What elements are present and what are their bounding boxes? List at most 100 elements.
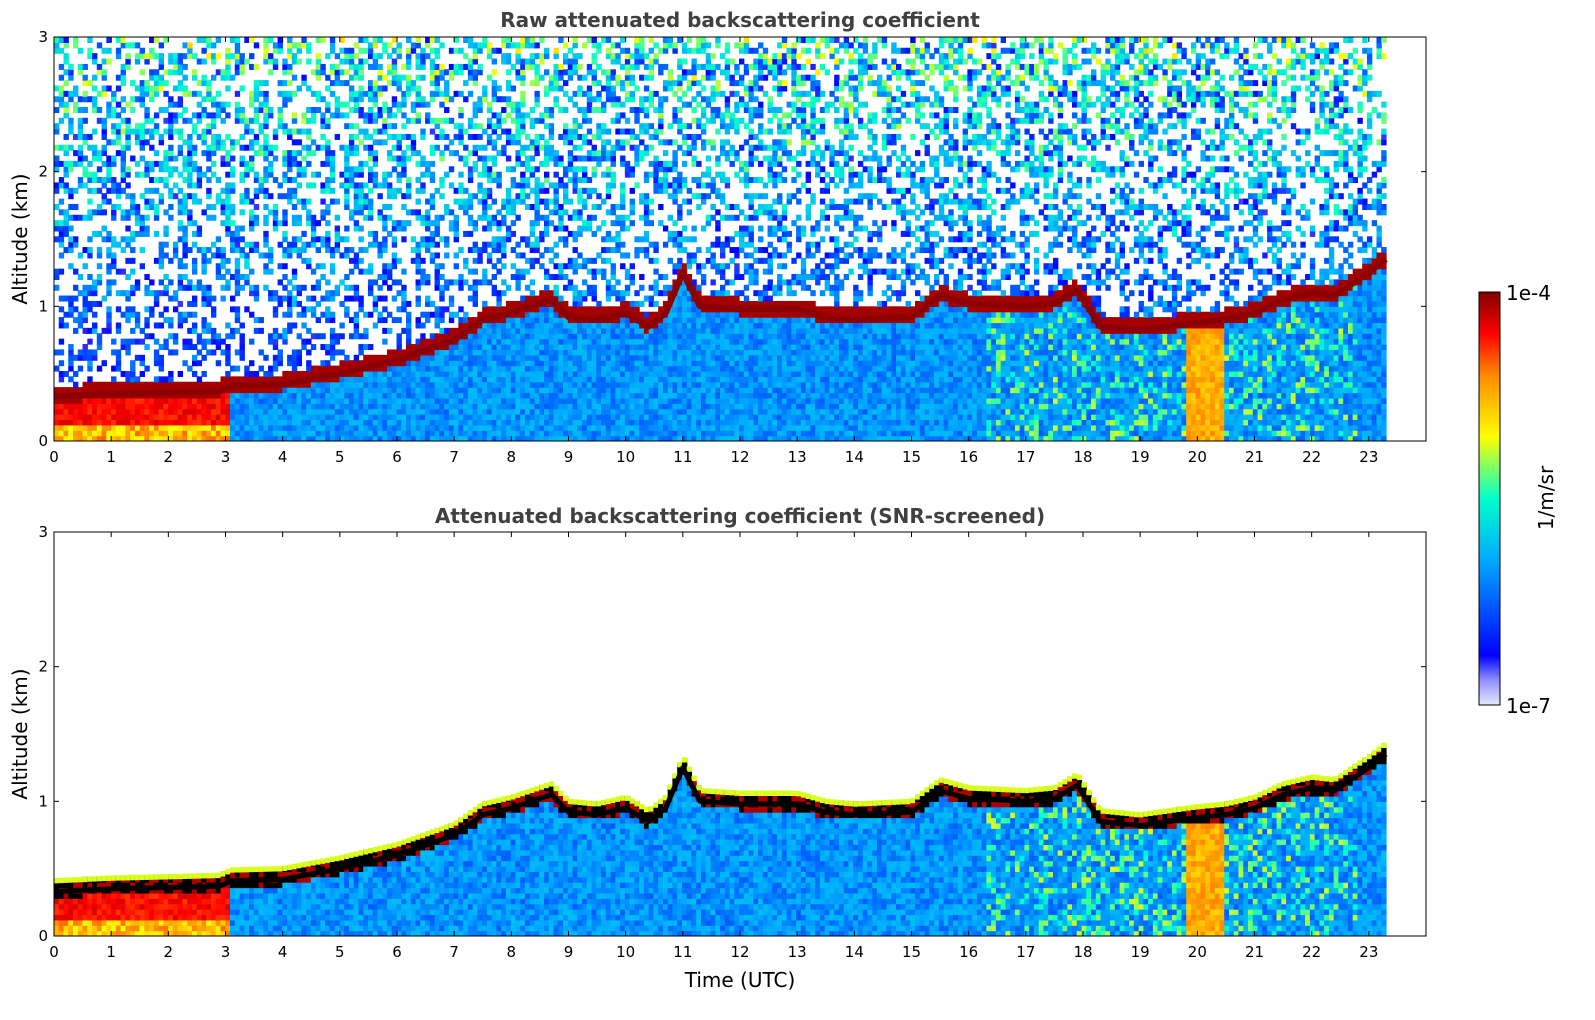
- heatmap-cell: [472, 333, 478, 340]
- heatmap-cell: [563, 327, 569, 334]
- heatmap-cell: [187, 171, 193, 178]
- heatmap-cell: [501, 322, 507, 329]
- heatmap-cell: [120, 424, 126, 431]
- heatmap-cell: [548, 155, 555, 162]
- heatmap-cell: [425, 236, 431, 243]
- heatmap-cell: [558, 37, 564, 43]
- heatmap-cell: [96, 166, 103, 173]
- heatmap-cell: [615, 365, 621, 372]
- heatmap-cell: [410, 381, 417, 388]
- heatmap-cell: [144, 322, 150, 329]
- heatmap-cell: [401, 295, 407, 302]
- heatmap-cell: [510, 414, 517, 421]
- heatmap-cell: [82, 419, 88, 426]
- heatmap-cell: [491, 322, 498, 329]
- heatmap-cell: [172, 117, 179, 124]
- heatmap-cell: [477, 247, 483, 254]
- heatmap-cell: [372, 408, 379, 415]
- heatmap-cell: [501, 198, 507, 205]
- heatmap-cell: [601, 376, 607, 383]
- heatmap-cell: [420, 53, 426, 60]
- heatmap-cell: [534, 365, 540, 372]
- heatmap-cell: [463, 317, 469, 324]
- heatmap-cell: [410, 397, 417, 404]
- heatmap-cell: [134, 230, 141, 237]
- heatmap-cell: [172, 419, 179, 426]
- heatmap-cell: [277, 47, 283, 54]
- heatmap-cell: [120, 247, 126, 254]
- heatmap-cell: [534, 42, 540, 49]
- heatmap-cell: [144, 284, 150, 291]
- heatmap-cell: [406, 85, 412, 92]
- heatmap-cell: [163, 177, 169, 184]
- heatmap-cell: [605, 80, 612, 87]
- heatmap-cell: [111, 435, 117, 441]
- heatmap-cell: [367, 85, 374, 92]
- heatmap-cell: [415, 414, 421, 421]
- heatmap-cell: [548, 257, 555, 264]
- heatmap-cell: [234, 225, 241, 232]
- heatmap-cell: [534, 424, 540, 431]
- heatmap-cell: [496, 376, 502, 383]
- heatmap-cell: [391, 236, 398, 243]
- heatmap-cell: [325, 365, 331, 372]
- heatmap-cell: [149, 166, 155, 173]
- heatmap-cell: [553, 403, 559, 410]
- heatmap-cell: [101, 123, 107, 130]
- heatmap-cell: [586, 435, 593, 441]
- heatmap-cell: [391, 133, 398, 140]
- heatmap-cell: [191, 230, 198, 237]
- heatmap-cell: [463, 63, 469, 70]
- heatmap-cell: [458, 397, 464, 404]
- heatmap-cell: [586, 430, 593, 437]
- heatmap-cell: [539, 430, 545, 437]
- heatmap-cell: [111, 236, 117, 243]
- heatmap-cell: [467, 349, 474, 356]
- heatmap-cell: [467, 408, 474, 415]
- heatmap-cell: [467, 230, 474, 237]
- heatmap-cell: [458, 403, 464, 410]
- heatmap-cell: [505, 322, 512, 329]
- heatmap-cell: [496, 333, 502, 340]
- heatmap-cell: [182, 430, 188, 437]
- heatmap-cell: [182, 241, 188, 248]
- heatmap-cell: [249, 96, 255, 103]
- heatmap-cell: [610, 150, 616, 157]
- heatmap-cell: [106, 435, 112, 441]
- heatmap-cell: [220, 403, 226, 410]
- heatmap-cell: [130, 403, 136, 410]
- heatmap-cell: [249, 225, 255, 232]
- heatmap-cell: [358, 408, 364, 415]
- heatmap-cell: [215, 144, 222, 151]
- heatmap-cell: [163, 306, 169, 313]
- heatmap-cell: [268, 53, 274, 60]
- heatmap-cell: [582, 198, 588, 205]
- heatmap-cell: [510, 327, 517, 334]
- heatmap-cell: [220, 101, 226, 108]
- heatmap-cell: [543, 360, 550, 367]
- heatmap-cell: [268, 290, 274, 297]
- heatmap-cell: [177, 392, 184, 399]
- heatmap-cell: [610, 424, 616, 431]
- heatmap-cell: [329, 290, 336, 297]
- heatmap-cell: [539, 349, 545, 356]
- heatmap-cell: [163, 182, 169, 189]
- heatmap-cell: [410, 117, 417, 124]
- heatmap-cell: [230, 419, 236, 426]
- heatmap-cell: [448, 63, 455, 70]
- heatmap-cell: [287, 47, 293, 54]
- heatmap-cell: [296, 42, 302, 49]
- heatmap-cell: [543, 198, 550, 205]
- heatmap-cell: [191, 182, 198, 189]
- heatmap-cell: [372, 306, 379, 313]
- heatmap-cell: [458, 419, 464, 426]
- heatmap-cell: [158, 42, 165, 49]
- heatmap-cell: [196, 419, 203, 426]
- heatmap-cell: [296, 236, 302, 243]
- heatmap-cell: [172, 53, 179, 60]
- heatmap-cell: [306, 160, 312, 167]
- heatmap-cell: [187, 90, 193, 97]
- heatmap-cell: [510, 387, 517, 394]
- heatmap-cell: [548, 381, 555, 388]
- heatmap-cell: [591, 290, 597, 297]
